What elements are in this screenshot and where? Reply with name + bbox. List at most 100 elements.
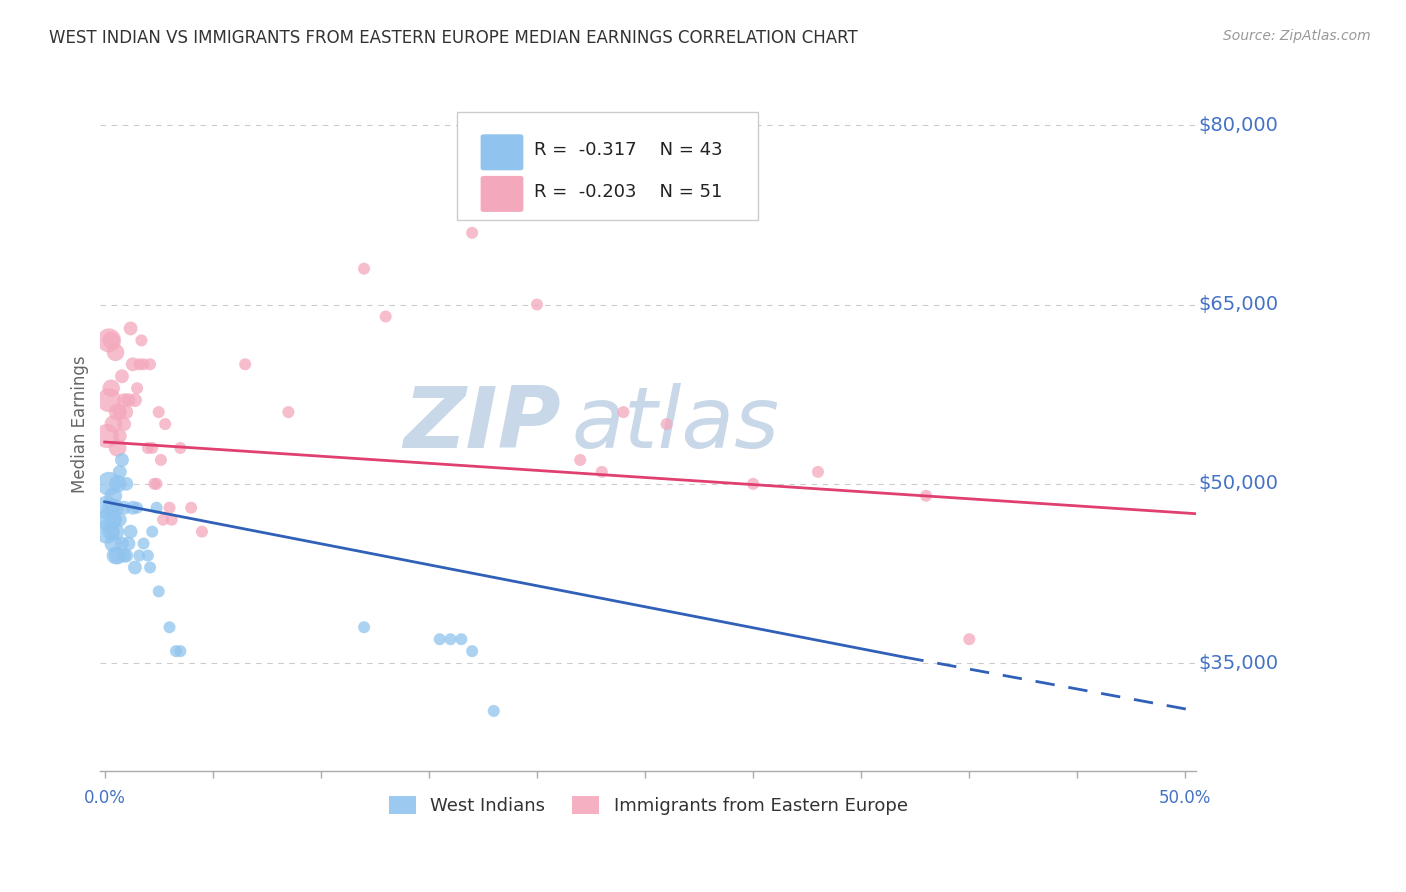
Text: $65,000: $65,000 [1198,295,1278,314]
Point [526,297,548,311]
Point [136,441,159,455]
Point [149,453,172,467]
Point [98,334,121,348]
Text: $50,000: $50,000 [1198,475,1278,493]
Point [103,513,125,527]
Point [103,536,125,550]
Point [128,549,150,563]
Point [145,476,167,491]
Point [141,441,163,455]
Point [107,549,129,563]
Point [461,644,484,658]
Text: 0.0%: 0.0% [84,789,125,806]
Point [115,405,138,419]
Point [233,357,256,371]
Point [807,465,830,479]
Point [117,536,139,550]
Point [159,500,181,515]
Point [160,513,183,527]
Point [124,393,146,408]
Point [957,632,980,647]
Point [121,500,143,515]
Point [169,644,191,658]
Point [152,513,174,527]
Point [169,441,191,455]
Point [915,489,938,503]
Text: ZIP: ZIP [404,383,561,466]
Point [742,476,765,491]
Point [112,393,135,408]
Point [655,417,678,431]
Text: WEST INDIAN VS IMMIGRANTS FROM EASTERN EUROPE MEDIAN EARNINGS CORRELATION CHART: WEST INDIAN VS IMMIGRANTS FROM EASTERN E… [49,29,858,46]
Point [128,357,150,371]
Point [100,334,122,348]
Point [148,584,170,599]
Point [139,357,162,371]
Legend: West Indians, Immigrants from Eastern Europe: West Indians, Immigrants from Eastern Eu… [380,787,917,824]
Point [439,632,461,647]
Point [429,632,451,647]
Point [96,524,118,539]
Point [612,405,634,419]
Point [591,465,613,479]
Point [120,321,142,335]
Point [104,500,127,515]
Point [139,560,162,574]
Point [120,524,142,539]
Y-axis label: Median Earnings: Median Earnings [72,355,89,493]
Point [107,405,129,419]
Point [136,549,159,563]
Point [112,500,135,515]
Text: atlas: atlas [572,383,779,466]
Point [104,524,127,539]
Point [104,549,127,563]
Point [115,549,138,563]
Point [115,476,138,491]
Point [104,345,127,359]
Point [569,453,592,467]
Point [127,500,149,515]
Point [103,489,125,503]
Point [132,357,155,371]
Point [180,500,202,515]
Text: $35,000: $35,000 [1198,654,1278,673]
Point [108,405,131,419]
Point [112,417,135,431]
Point [111,536,134,550]
Point [143,476,166,491]
Point [450,632,472,647]
Point [96,500,118,515]
Point [132,536,155,550]
Point [353,261,375,276]
Point [111,369,134,384]
Point [374,310,396,324]
Point [159,620,181,634]
Point [108,465,131,479]
Point [107,441,129,455]
FancyBboxPatch shape [481,176,523,212]
Text: 50.0%: 50.0% [1159,789,1212,806]
Point [124,560,146,574]
Text: R =  -0.203    N = 51: R = -0.203 N = 51 [534,183,723,201]
Text: Source: ZipAtlas.com: Source: ZipAtlas.com [1223,29,1371,43]
Point [100,381,122,395]
Point [461,226,484,240]
Point [96,429,118,443]
Text: $80,000: $80,000 [1198,116,1278,135]
Point [153,417,176,431]
Point [117,393,139,408]
Text: R =  -0.317    N = 43: R = -0.317 N = 43 [534,141,723,160]
Point [482,704,505,718]
Point [112,549,135,563]
Point [98,393,121,408]
Point [107,476,129,491]
Point [98,476,121,491]
FancyBboxPatch shape [481,135,523,170]
Point [165,644,187,658]
FancyBboxPatch shape [457,112,758,219]
Point [277,405,299,419]
Point [100,500,122,515]
Point [108,513,131,527]
Point [131,334,153,348]
Point [108,429,131,443]
